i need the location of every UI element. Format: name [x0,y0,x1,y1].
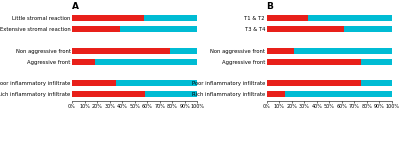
Bar [72,48,170,54]
Bar [294,48,392,54]
Bar [72,26,120,32]
Bar [144,15,198,21]
Bar [361,59,392,65]
Bar [72,91,145,97]
Bar [120,26,198,32]
Bar [72,59,94,65]
Bar [266,15,308,21]
Bar [266,91,285,97]
Bar [266,26,344,32]
Bar [361,80,392,86]
Text: A: A [72,2,79,11]
Bar [145,91,198,97]
Bar [308,15,392,21]
Bar [170,48,198,54]
Bar [285,91,392,97]
Bar [266,48,294,54]
Text: B: B [266,2,273,11]
Bar [266,80,361,86]
Bar [72,15,144,21]
Bar [72,80,116,86]
Bar [94,59,198,65]
Bar [266,59,361,65]
Bar [116,80,198,86]
Bar [344,26,392,32]
